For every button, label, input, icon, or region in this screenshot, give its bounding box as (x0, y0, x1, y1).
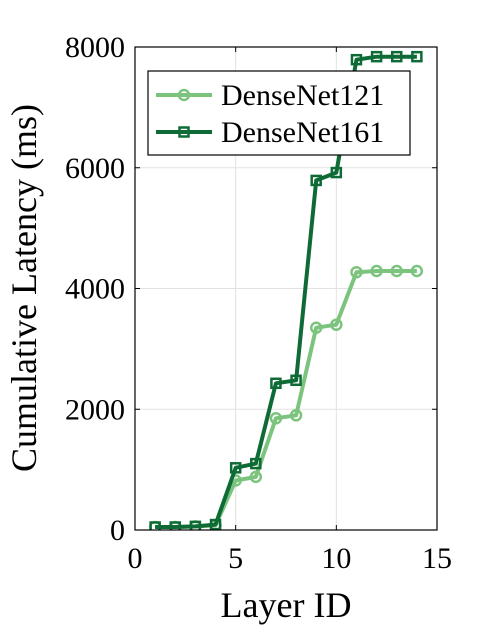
legend: DenseNet121 DenseNet161 (147, 70, 411, 156)
ticks (134, 46, 438, 531)
data-point (169, 521, 182, 530)
x-axis-label: Layer ID (221, 585, 352, 625)
data-point (290, 374, 302, 387)
data-point (370, 264, 383, 278)
data-point (149, 521, 161, 530)
legend-label: DenseNet161 (221, 116, 384, 149)
legend-label: DenseNet121 (221, 79, 384, 112)
data-point (350, 265, 363, 279)
x-tick-label: 5 (228, 542, 243, 575)
legend-entries: DenseNet121 DenseNet161 (156, 79, 384, 149)
data-point (310, 174, 322, 187)
data-point (229, 462, 242, 474)
series-densenet161 (149, 50, 423, 530)
data-point (411, 50, 423, 63)
data-point (270, 377, 282, 390)
data-point (350, 53, 363, 66)
y-axis-label: Cumulative Latency (ms) (4, 104, 44, 472)
x-tick-label: 10 (321, 542, 351, 575)
x-tick-label: 0 (128, 542, 143, 575)
data-point (309, 321, 323, 334)
y-tick-label: 0 (110, 514, 125, 547)
y-tick-label: 8000 (65, 31, 125, 64)
data-point (209, 518, 222, 530)
y-tick-label: 2000 (65, 393, 125, 426)
data-point (249, 470, 263, 484)
data-point (330, 166, 343, 179)
data-point (289, 409, 303, 422)
data-point (269, 412, 283, 425)
data-point (330, 318, 343, 331)
y-tick-label: 4000 (65, 273, 125, 306)
data-point (370, 50, 383, 63)
legend-entry: DenseNet161 (156, 116, 384, 149)
legend-box (147, 70, 411, 156)
data-point (250, 457, 262, 470)
x-tick-label: 15 (422, 542, 452, 575)
y-tick-label: 6000 (65, 152, 125, 185)
data-point (390, 50, 403, 63)
data-point (189, 520, 202, 530)
legend-marker (178, 126, 190, 138)
tick-labels: 0 5 10 15 0 2000 4000 6000 8000 (65, 31, 452, 575)
legend-entry: DenseNet121 (156, 79, 384, 112)
legend-marker (177, 88, 191, 102)
data-point (390, 264, 403, 278)
series-layer (148, 50, 424, 530)
data-point (410, 264, 424, 278)
